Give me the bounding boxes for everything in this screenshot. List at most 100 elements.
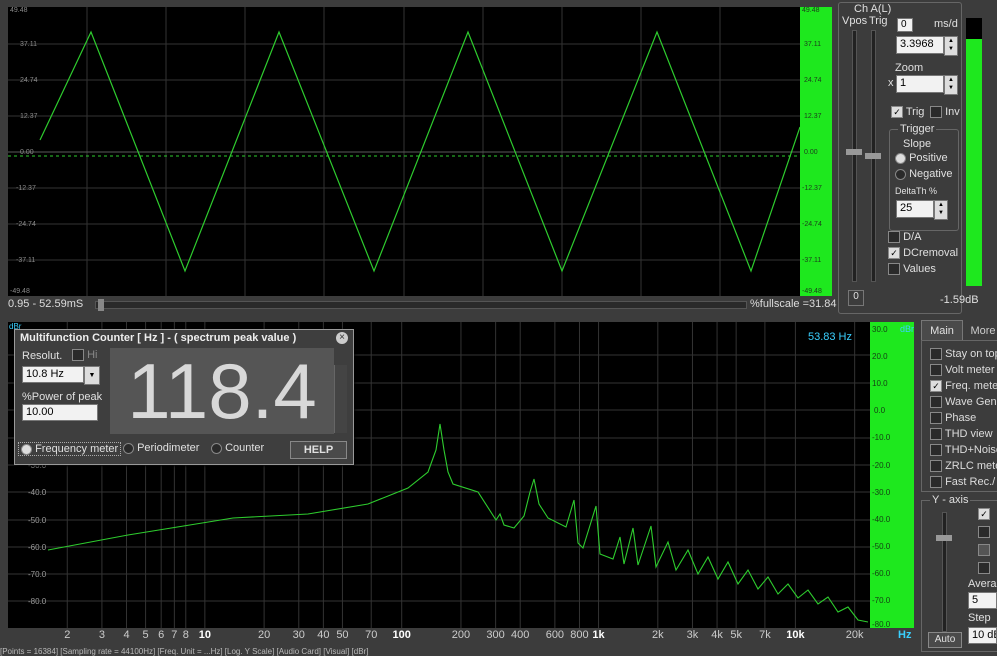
y-tick: 12.37 (20, 113, 38, 120)
values-checkbox[interactable]: Values (888, 263, 936, 276)
spectrum-x-axis: 2 3 4 5 6 7 8 10 20 30 40 50 70 100 200 300 400 600 800 1k 2… (8, 629, 918, 645)
positive-label: Positive (909, 152, 948, 164)
y-tick-right: -30.0 (872, 488, 891, 497)
radio-selected-icon (895, 152, 906, 164)
spectrum-right-scale: 30.0 dBr 20.0 10.0 0.0 -10.0 -20.0 -30.0… (870, 322, 914, 629)
cursor-frequency: 53.83 Hz (807, 331, 852, 343)
trig-checkbox-label: Trig (905, 106, 925, 118)
checkbox-icon (888, 231, 900, 244)
fullscale-label: %fullscale =31.84 (750, 298, 837, 310)
thd-view-checkbox[interactable]: THD view (930, 428, 993, 441)
y-axis-thumb[interactable] (936, 535, 952, 541)
y-tick: 0.00 (20, 149, 34, 156)
y-tick-right: 10.0 (872, 379, 888, 388)
x-tick: 30 (292, 629, 305, 641)
help-button[interactable]: HELP (290, 441, 347, 459)
freq-meter-checkbox[interactable]: ✓ Freq. meter (930, 380, 997, 393)
vpos-slider[interactable] (846, 30, 862, 282)
zoom-spinner[interactable]: ▲ ▼ (944, 75, 958, 95)
dcremoval-checkbox[interactable]: ✓ DCremoval (888, 247, 958, 260)
inv-checkbox[interactable]: Inv (930, 106, 960, 119)
trigger-group-label: Trigger (898, 123, 937, 135)
thd-noise-label: THD+Noise (944, 444, 997, 456)
trig-checkbox[interactable]: ✓ Trig (891, 106, 925, 119)
y-tick: -70.0 (28, 570, 47, 579)
volt-meter-checkbox[interactable]: Volt meter (930, 364, 995, 377)
time-scroll-thumb[interactable] (98, 299, 104, 311)
y-tick: -50.0 (28, 516, 47, 525)
wave-gen-label: Wave Gen (945, 396, 997, 408)
y-axis-checkbox-2[interactable] (978, 526, 990, 539)
y-tick-right: -20.0 (872, 461, 891, 470)
trig-slider[interactable] (865, 30, 881, 282)
step-select[interactable]: 10 dB (968, 627, 997, 644)
slope-negative-radio[interactable]: Negative (895, 168, 952, 180)
fast-rec-label: Fast Rec./ (945, 476, 996, 488)
slope-label: Slope (903, 138, 932, 150)
time-per-div-input[interactable]: 3.3968 (896, 36, 944, 54)
y-axis-checkbox-4[interactable] (978, 562, 990, 575)
hi-checkbox[interactable]: Hi (72, 349, 97, 362)
y-axis-slider[interactable] (936, 512, 952, 632)
chevron-down-icon[interactable]: ▼ (84, 366, 100, 385)
x-tick: 100 (392, 629, 411, 641)
auto-button[interactable]: Auto (928, 632, 962, 648)
ms-d-field[interactable]: 0 (897, 18, 913, 32)
ms-d-label: ms/d (934, 18, 958, 30)
time-scrollbar[interactable] (95, 299, 747, 311)
slope-positive-radio[interactable]: Positive (895, 152, 948, 164)
radio-icon (123, 442, 134, 454)
check-icon: ✓ (930, 380, 942, 393)
zrlc-meter-checkbox[interactable]: ZRLC meter (930, 460, 997, 473)
thd-view-label: THD view (944, 428, 993, 440)
vpos-thumb[interactable] (846, 149, 862, 155)
counter-label: Counter (225, 442, 265, 454)
frequency-meter-radio[interactable]: Frequency meter (18, 442, 122, 456)
trig-thumb[interactable] (865, 153, 881, 159)
wave-gen-checkbox[interactable]: Wave Gen (930, 396, 997, 409)
counter-title: Multifunction Counter [ Hz ] - ( spectru… (20, 332, 297, 344)
periodimeter-label: Periodimeter (137, 442, 200, 454)
zero-button[interactable]: 0 (848, 290, 864, 306)
y-tick-right: 30.0 (872, 325, 888, 334)
y-tick: -49.48 (10, 288, 30, 295)
oscilloscope-right-scale: 49.48 37.11 24.74 12.37 0.00 -12.37 -24.… (800, 7, 832, 296)
x-tick: 2 (64, 629, 71, 641)
time-spinner[interactable]: ▲ ▼ (944, 36, 958, 56)
counter-reading: 118.4 (110, 348, 334, 434)
oscilloscope-grid (8, 7, 800, 296)
delta-th-input[interactable]: 25 (896, 200, 934, 218)
thd-noise-checkbox[interactable]: THD+Noise (930, 444, 997, 457)
y-tick: -60.0 (28, 543, 47, 552)
resolution-select[interactable]: 10.8 Hz (22, 366, 84, 383)
x-tick: 4 (123, 629, 130, 641)
checkbox-icon (930, 348, 942, 361)
da-checkbox[interactable]: D/A (888, 231, 922, 244)
x-tick: 4k (711, 629, 723, 641)
oscilloscope-display[interactable]: 49.48 37.11 24.74 12.37 0.00 -12.37 -24.… (8, 7, 800, 296)
radio-icon (895, 168, 906, 180)
tab-main[interactable]: Main (921, 320, 963, 341)
average-input[interactable]: 5 (968, 592, 997, 609)
check-icon: ✓ (978, 508, 990, 521)
y-axis-checkbox-1[interactable]: ✓ (978, 508, 990, 521)
delta-spinner[interactable]: ▲ ▼ (934, 200, 948, 220)
oscilloscope-trace (39, 30, 800, 273)
power-input[interactable]: 10.00 (22, 404, 98, 421)
checkbox-icon (930, 364, 942, 377)
spectrum-grid (8, 322, 870, 628)
y-axis-checkbox-3[interactable] (978, 544, 990, 557)
counter-radio[interactable]: Counter (211, 442, 264, 454)
tab-more[interactable]: More (970, 325, 996, 337)
periodimeter-radio[interactable]: Periodimeter (123, 442, 199, 454)
close-icon[interactable]: × (336, 332, 348, 344)
y-tick-right: 37.11 (804, 41, 821, 48)
counter-scrollbar[interactable] (334, 365, 347, 433)
phase-checkbox[interactable]: Phase (930, 412, 976, 425)
y-tick-right: -80.0 (872, 620, 891, 629)
stay-on-top-checkbox[interactable]: Stay on top (930, 348, 997, 361)
zoom-input[interactable]: 1 (896, 75, 944, 93)
fast-rec-checkbox[interactable]: Fast Rec./ (930, 476, 996, 489)
channel-panel (838, 2, 962, 314)
da-checkbox-label: D/A (903, 231, 922, 243)
